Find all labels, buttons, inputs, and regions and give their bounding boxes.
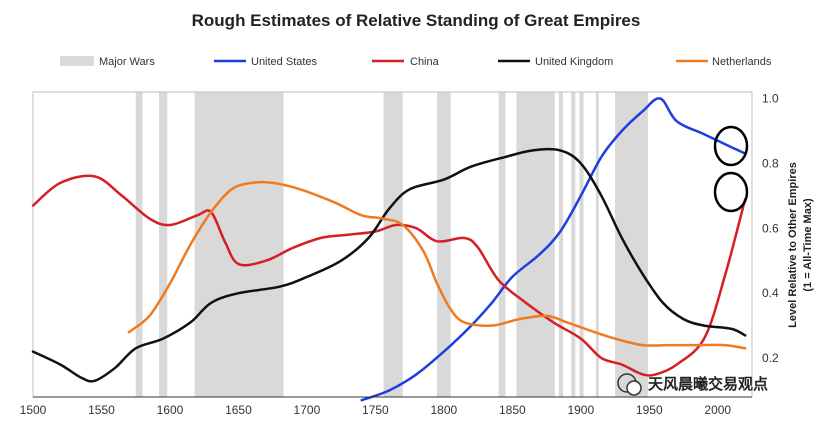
war-band-8 <box>571 92 576 397</box>
y-axis-label-line1: Level Relative to Other Empires <box>787 162 799 328</box>
series-lines <box>31 97 747 402</box>
x-tick-label-1900: 1900 <box>567 403 594 417</box>
annotation-circle-us <box>713 125 749 167</box>
y-tick-label-0: 1.0 <box>762 91 779 105</box>
x-tick-label-1750: 1750 <box>362 403 389 417</box>
war-band-2 <box>194 92 284 397</box>
y-tick-label-2: 0.6 <box>762 221 779 235</box>
legend: Major Wars United States China United Ki… <box>60 56 772 68</box>
legend-label-netherlands: Netherlands <box>712 56 772 68</box>
y-axis-label-line2: (1 = All-Time Max) <box>802 198 814 292</box>
y-axis-ticks: 1.0 0.8 0.6 0.4 0.2 <box>762 91 779 365</box>
x-tick-label-1550: 1550 <box>88 403 115 417</box>
series-line-united-kingdom <box>31 147 747 383</box>
legend-label-china: China <box>410 56 440 68</box>
war-band-0 <box>135 92 143 397</box>
war-band-7 <box>558 92 564 397</box>
x-tick-label-1650: 1650 <box>225 403 252 417</box>
war-band-4 <box>437 92 451 397</box>
x-tick-label-2000: 2000 <box>704 403 731 417</box>
y-tick-label-1: 0.8 <box>762 156 779 170</box>
y-tick-label-4: 0.2 <box>762 351 779 365</box>
chart-title: Rough Estimates of Relative Standing of … <box>192 11 641 30</box>
war-band-3 <box>383 92 403 397</box>
war-band-1 <box>158 92 168 397</box>
x-tick-label-1800: 1800 <box>431 403 458 417</box>
legend-label-major-wars: Major Wars <box>99 56 155 68</box>
x-tick-label-1950: 1950 <box>636 403 663 417</box>
x-tick-label-1600: 1600 <box>157 403 184 417</box>
series-line-united-states <box>360 97 747 402</box>
annotation-circle-china <box>713 171 749 213</box>
watermark-text: 天风晨曦交易观点 <box>648 375 768 393</box>
legend-label-united-states: United States <box>251 56 318 68</box>
war-band-11 <box>615 92 648 397</box>
watermark: 天风晨曦交易观点 <box>617 373 768 396</box>
war-band-9 <box>579 92 584 397</box>
y-tick-label-3: 0.4 <box>762 286 779 300</box>
series-line-china <box>31 174 747 377</box>
war-band-10 <box>595 92 599 397</box>
legend-label-united-kingdom: United Kingdom <box>535 56 613 68</box>
x-tick-label-1500: 1500 <box>20 403 47 417</box>
wechat-icon-bubble <box>626 380 642 396</box>
war-band-5 <box>498 92 506 397</box>
series-line-netherlands <box>127 180 747 350</box>
x-tick-label-1850: 1850 <box>499 403 526 417</box>
x-axis-ticks: 1500 1550 1600 1650 1700 1750 1800 1850 1900 1950… <box>20 403 732 417</box>
legend-swatch-major-wars <box>60 56 94 66</box>
x-tick-label-1700: 1700 <box>294 403 321 417</box>
